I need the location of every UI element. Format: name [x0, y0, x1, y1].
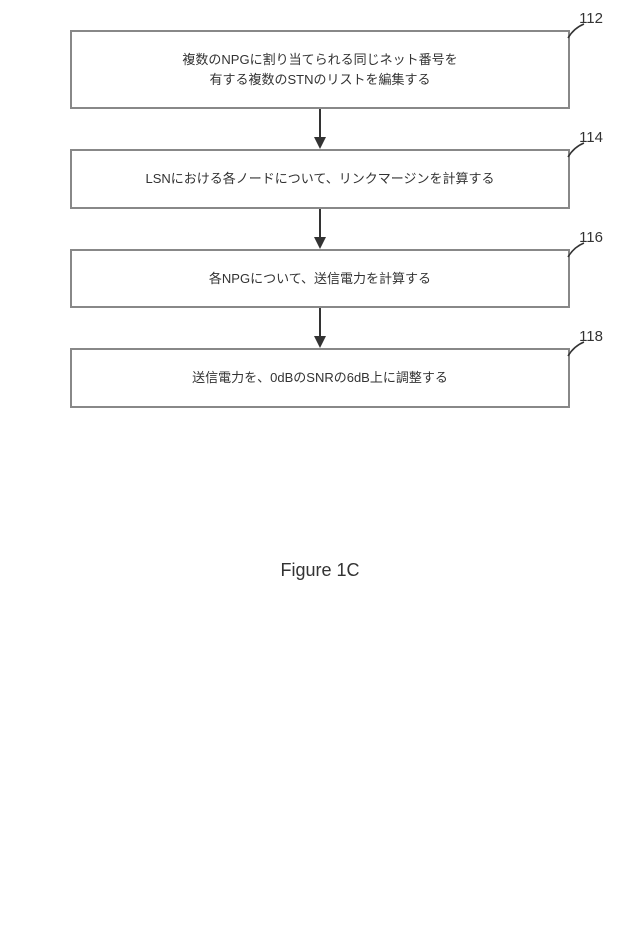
box-text-line: 送信電力を、0dBのSNRの6dB上に調整する — [192, 368, 448, 388]
flow-box-118: 118 送信電力を、0dBのSNRの6dB上に調整する — [70, 348, 570, 408]
box-text-line: LSNにおける各ノードについて、リンクマージンを計算する — [146, 169, 495, 189]
arrow-down-icon — [310, 209, 330, 249]
flow-arrow — [70, 209, 570, 249]
flow-box-116: 116 各NPGについて、送信電力を計算する — [70, 249, 570, 309]
box-text-line: 複数のNPGに割り当てられる同じネット番号を — [182, 50, 457, 70]
arrow-down-icon — [310, 109, 330, 149]
flow-box-114: 114 LSNにおける各ノードについて、リンクマージンを計算する — [70, 149, 570, 209]
ref-label: 118 — [579, 328, 603, 345]
flow-box-112: 112 複数のNPGに割り当てられる同じネット番号を 有する複数のSTNのリスト… — [70, 30, 570, 109]
ref-label: 114 — [579, 129, 603, 146]
flowchart-container: 112 複数のNPGに割り当てられる同じネット番号を 有する複数のSTNのリスト… — [60, 30, 580, 408]
flow-arrow — [70, 109, 570, 149]
box-text-line: 各NPGについて、送信電力を計算する — [209, 269, 431, 289]
box-text-line: 有する複数のSTNのリストを編集する — [209, 70, 430, 90]
flow-arrow — [70, 308, 570, 348]
ref-label: 112 — [579, 10, 603, 27]
arrow-down-icon — [310, 308, 330, 348]
ref-label: 116 — [579, 229, 603, 246]
figure-caption: Figure 1C — [0, 560, 640, 581]
